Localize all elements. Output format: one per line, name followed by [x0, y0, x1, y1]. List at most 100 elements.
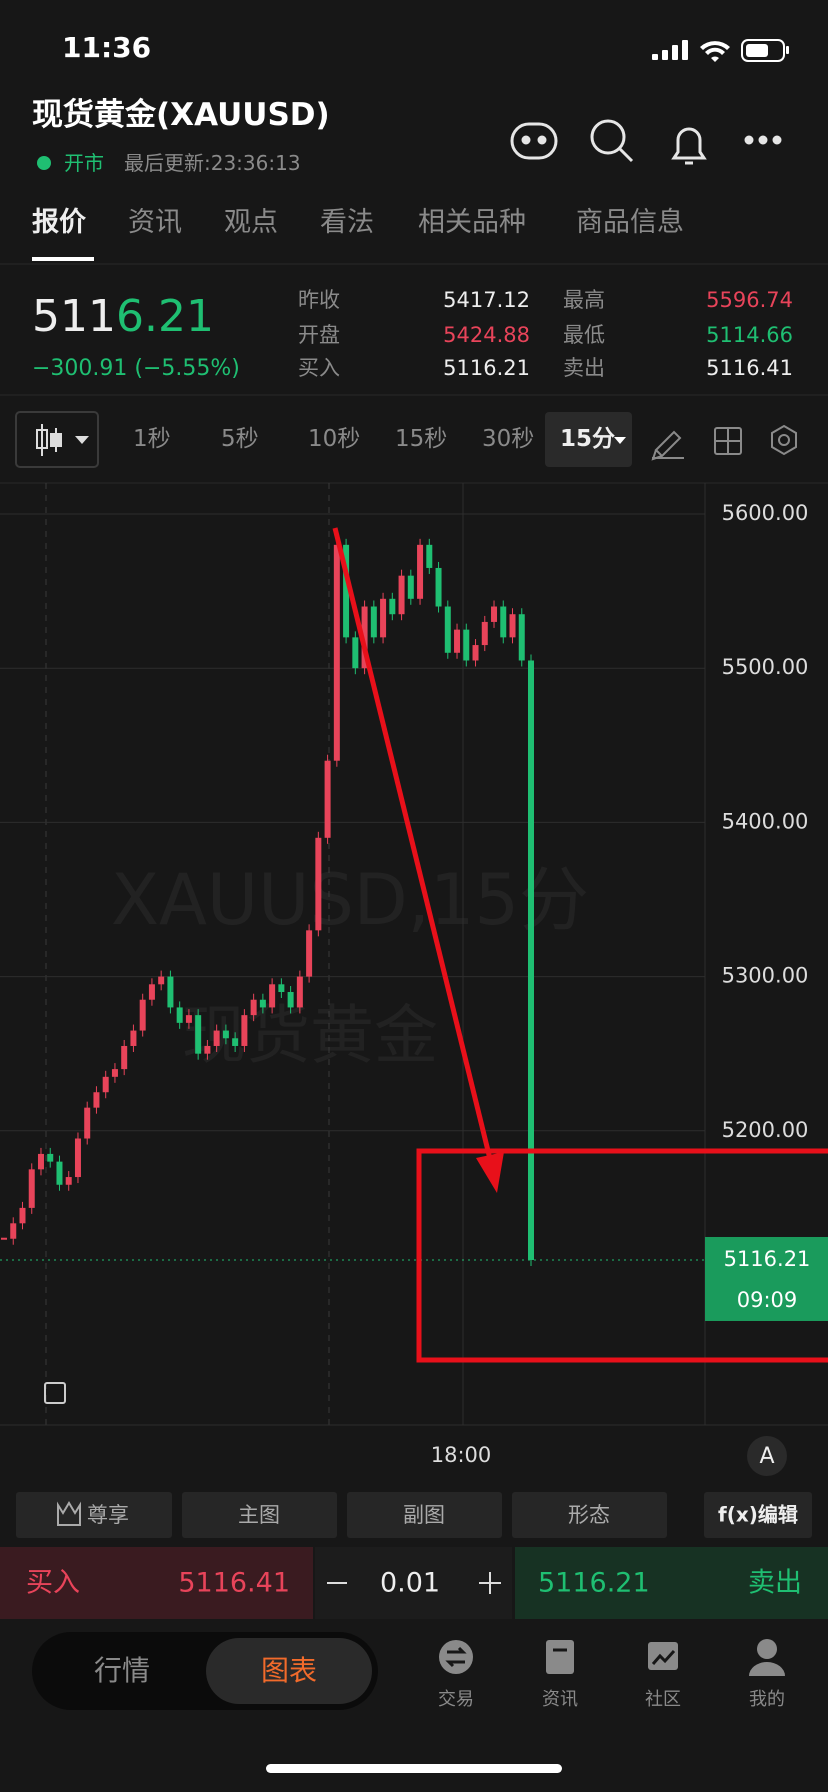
candle: [324, 760, 331, 838]
stat-value: 5424.88: [443, 323, 530, 347]
nav-label: 资讯: [542, 1689, 578, 1710]
candle: [148, 984, 155, 1000]
candle: [287, 992, 294, 1008]
tab[interactable]: 商品信息: [576, 207, 684, 238]
candle: [65, 1177, 72, 1185]
arrow-head: [476, 1152, 504, 1193]
candle: [454, 629, 461, 653]
tab[interactable]: 观点: [224, 207, 278, 238]
candle: [306, 930, 313, 977]
candle: [222, 1030, 229, 1039]
last-price-tag: [705, 1236, 828, 1321]
select-icon: [44, 1382, 66, 1404]
candle: [398, 575, 405, 615]
stat-label: 最高: [563, 288, 605, 312]
candle: [121, 1045, 128, 1070]
interval[interactable]: 10秒: [308, 426, 361, 452]
interval[interactable]: 15分: [560, 426, 616, 452]
trade-sell-label: 卖出: [748, 1568, 802, 1599]
candle: [56, 1161, 63, 1185]
tab[interactable]: 相关品种: [418, 207, 526, 238]
y-tick-label: 5200.00: [722, 1118, 809, 1142]
tool-buttons[interactable]: [16, 1492, 812, 1538]
candle: [518, 614, 525, 661]
stat-label: 昨收: [298, 288, 340, 312]
candle: [74, 1138, 81, 1178]
tab[interactable]: 看法: [320, 207, 374, 238]
status-icons: [652, 39, 789, 62]
candle: [315, 837, 322, 931]
y-tick-label: 5400.00: [722, 809, 809, 833]
candle: [444, 606, 451, 653]
tool-button-label: 副图: [403, 1503, 445, 1527]
segment-label: 行情: [94, 1654, 150, 1687]
chart-type-dropdown[interactable]: [15, 411, 99, 468]
caret: [614, 437, 626, 444]
scale-button[interactable]: [747, 1436, 787, 1476]
interval-selected[interactable]: [545, 412, 632, 467]
candle: [1, 1237, 7, 1240]
market-status: 开市: [64, 151, 104, 175]
candle: [241, 1015, 248, 1046]
nav-label: 我的: [749, 1689, 785, 1710]
price-head: 511: [32, 291, 116, 342]
last-update: 最后更新:23:36:13: [124, 151, 301, 175]
segment-selected[interactable]: [206, 1638, 372, 1704]
interval[interactable]: 1秒: [133, 426, 171, 452]
candle: [111, 1069, 118, 1077]
candle: [93, 1092, 100, 1108]
interval[interactable]: 15秒: [395, 426, 448, 452]
chart-tools[interactable]: [651, 424, 797, 461]
candle: [343, 544, 350, 638]
stat-label: 开盘: [298, 323, 340, 347]
buy-panel[interactable]: [0, 1547, 313, 1619]
sell-panel[interactable]: [515, 1547, 828, 1619]
tab[interactable]: 资讯: [128, 207, 182, 238]
price-change: −300.91 (−5.55%): [32, 356, 240, 381]
candle: [167, 976, 174, 1008]
candle: [176, 1007, 183, 1023]
stat-value: 5417.12: [443, 288, 530, 312]
annotation-arrow: [332, 527, 494, 1164]
price-tail: 6.21: [115, 291, 214, 342]
candle: [528, 660, 534, 1260]
candle: [491, 606, 498, 622]
nav-icon-details: [445, 1646, 676, 1668]
candle: [361, 606, 368, 669]
candle: [102, 1076, 109, 1093]
trade-lot: 0.01: [380, 1568, 440, 1599]
candle: [47, 1153, 54, 1162]
stat-value: 5116.21: [443, 356, 530, 380]
candle: [19, 1207, 26, 1224]
plus-button[interactable]: [479, 1572, 501, 1594]
candle: [204, 1045, 211, 1054]
nav-icons[interactable]: [439, 1639, 785, 1676]
interval[interactable]: 30秒: [482, 426, 535, 452]
interval[interactable]: 5秒: [221, 426, 259, 452]
candle: [417, 544, 424, 599]
nav-label: 交易: [438, 1689, 474, 1710]
candle: [28, 1169, 35, 1208]
candle: [213, 1030, 220, 1046]
candle: [278, 984, 285, 993]
candle-icon: [36, 424, 62, 456]
candle: [259, 999, 266, 1008]
candle: [500, 606, 507, 638]
trade-buy-label: 买入: [26, 1568, 80, 1599]
header-icons[interactable]: [510, 119, 782, 165]
tool-button-label: 主图: [238, 1503, 280, 1527]
trade-buy-price: 5116.41: [178, 1568, 290, 1599]
stat-value: 5596.74: [706, 288, 793, 312]
candle: [250, 999, 257, 1016]
title: 现货黄金(XAUUSD): [32, 97, 330, 133]
tab[interactable]: 报价: [32, 207, 86, 238]
candle: [37, 1153, 44, 1170]
price: 5116.21: [32, 295, 214, 339]
candle: [380, 598, 387, 638]
watermark: 现货黄金: [182, 1000, 438, 1074]
candle: [296, 976, 303, 1008]
candle: [333, 544, 340, 761]
countdown: 09:09: [737, 1288, 798, 1312]
